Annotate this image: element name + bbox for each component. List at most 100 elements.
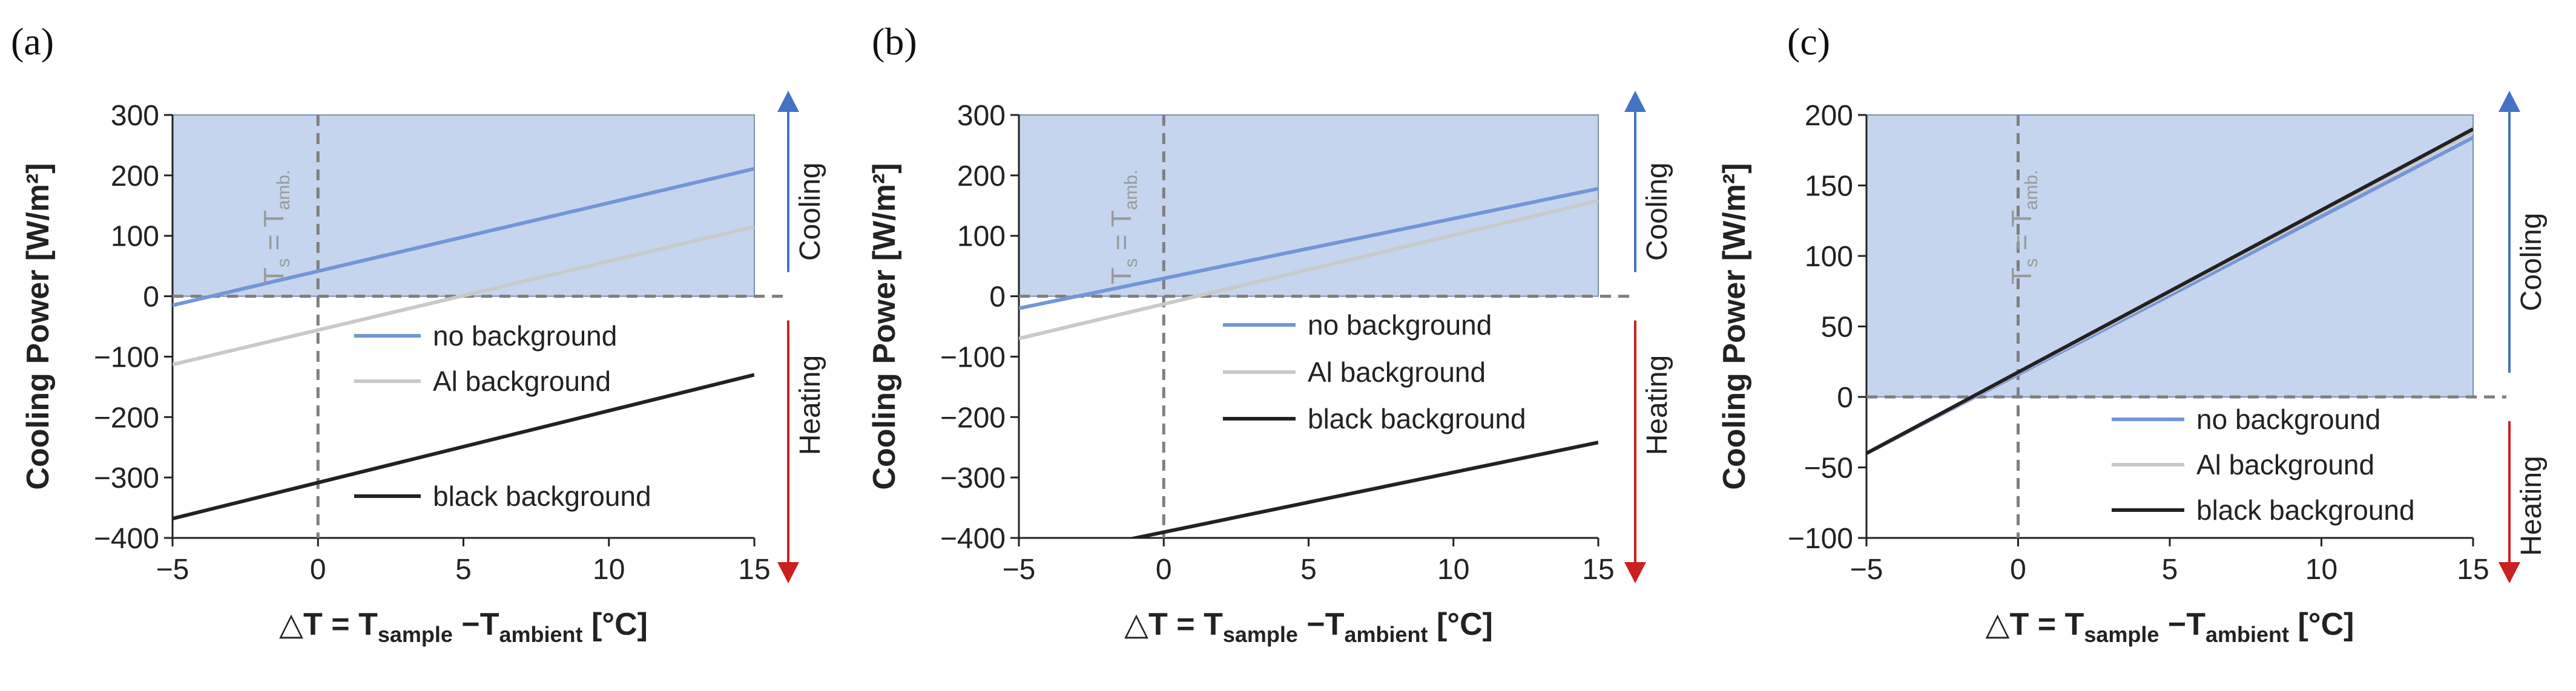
- y-tick-label: −100: [940, 341, 1006, 373]
- heating-arrow-head: [2499, 562, 2520, 583]
- ts-label-sub-s: s: [274, 258, 294, 267]
- y-tick-label: 0: [989, 281, 1006, 313]
- series-line-al-background: [173, 224, 754, 367]
- x-axis-title-sub-sample: sample: [2084, 622, 2159, 647]
- ts-label-t: T: [2006, 267, 2037, 284]
- cooling-arrow-head: [777, 91, 799, 112]
- y-tick-label: 100: [111, 221, 159, 253]
- legend-label: Al background: [1308, 356, 1486, 388]
- panel-letter: (b): [872, 20, 917, 63]
- x-tick-label: 5: [1300, 554, 1317, 586]
- x-axis-title-sub-ambient: ambient: [1344, 622, 1428, 647]
- y-tick-label: −200: [94, 402, 159, 434]
- legend-label: no background: [2196, 404, 2380, 435]
- x-tick-label: 10: [2305, 554, 2337, 586]
- y-tick-label: −100: [1788, 523, 1853, 555]
- x-axis-title: △T = Tsample −Tambient [°C]: [279, 607, 648, 647]
- series-line-no-background: [173, 166, 754, 307]
- cooling-region: [1866, 114, 2474, 398]
- y-tick-label: 0: [1837, 382, 1853, 414]
- ts-equals-tamb-label: Ts = Tamb.: [1105, 169, 1141, 284]
- y-tick-label: 300: [957, 100, 1006, 132]
- x-tick-label: −5: [156, 554, 189, 586]
- x-tick-label: 5: [2162, 554, 2178, 586]
- y-axis-title: Cooling Power [W/m²]: [867, 163, 902, 490]
- heating-arrow-head: [1624, 562, 1646, 583]
- x-axis-title-part: △T = T: [279, 607, 378, 642]
- y-tick-label: 150: [1805, 171, 1853, 203]
- y-tick-label: 50: [1821, 312, 1853, 344]
- x-axis-title-sub-ambient: ambient: [2205, 622, 2289, 647]
- x-tick-label: −5: [1850, 554, 1883, 586]
- x-tick-label: 10: [1437, 554, 1469, 586]
- legend-label: black background: [433, 480, 651, 512]
- ts-label-sub-s: s: [2021, 258, 2041, 267]
- heating-label: Heating: [794, 355, 826, 455]
- x-axis-title-part: −T: [453, 607, 499, 642]
- legend-label: no background: [433, 320, 617, 352]
- x-tick-label: 15: [738, 554, 770, 586]
- y-tick-label: 200: [957, 160, 1006, 192]
- y-axis-title: Cooling Power [W/m²]: [1717, 163, 1752, 490]
- legend-label: Al background: [433, 365, 611, 397]
- y-tick-label: −100: [94, 341, 159, 373]
- heating-arrow-head: [777, 562, 799, 583]
- series-group: [173, 166, 754, 520]
- series-line-black-background: [173, 373, 754, 520]
- cooling-arrow-head: [1624, 91, 1646, 112]
- heating-label: Heating: [2515, 456, 2548, 555]
- x-tick-label: 10: [593, 554, 625, 586]
- y-tick-label: 200: [111, 160, 159, 192]
- ts-equals-tamb-label: Ts = Tamb.: [258, 169, 294, 284]
- x-axis-title-part: △T = T: [1986, 607, 2084, 642]
- y-tick-label: −50: [1804, 453, 1853, 485]
- ts-label-sub-amb: amb.: [274, 169, 294, 210]
- x-tick-label: 0: [2010, 554, 2026, 586]
- heating-label: Heating: [1641, 355, 1673, 455]
- y-tick-label: −300: [94, 462, 159, 494]
- x-tick-label: 5: [455, 554, 472, 586]
- x-axis-title: △T = Tsample −Tambient [°C]: [1986, 607, 2354, 647]
- legend-label: no background: [1308, 309, 1492, 341]
- x-axis-title-sub-ambient: ambient: [499, 622, 582, 647]
- panel-letter: (a): [11, 20, 54, 63]
- series-line-al-background: [1019, 198, 1598, 341]
- legend-label: black background: [2196, 494, 2415, 526]
- y-tick-label: −400: [940, 523, 1006, 555]
- legend-label: Al background: [2196, 449, 2374, 480]
- x-axis-title-part: △T = T: [1124, 607, 1223, 642]
- ts-label-t: T: [1105, 267, 1137, 284]
- cooling-region: [1018, 114, 1599, 297]
- y-tick-label: 200: [1805, 100, 1853, 132]
- cooling-label: Cooling: [1641, 162, 1673, 261]
- y-tick-label: 0: [143, 281, 159, 313]
- ts-label-sub-s: s: [1121, 258, 1141, 267]
- ts-equals-tamb-label: Ts = Tamb.: [2006, 169, 2041, 284]
- ts-label-equals: = T: [1105, 210, 1137, 258]
- series-group: [1866, 127, 2473, 455]
- x-tick-label: 0: [1156, 554, 1172, 586]
- x-axis-title-sub-sample: sample: [1223, 622, 1298, 647]
- cooling-label: Cooling: [794, 162, 826, 261]
- ts-label-sub-amb: amb.: [2021, 169, 2041, 210]
- x-axis-title: △T = Tsample −Tambient [°C]: [1124, 607, 1493, 647]
- y-tick-label: 300: [111, 100, 159, 132]
- y-tick-label: −200: [940, 402, 1006, 434]
- ts-label-t: T: [258, 267, 289, 284]
- x-axis-title-part: [°C]: [583, 607, 648, 642]
- cooling-region: [172, 114, 755, 297]
- chart-panel-b: −400 −300 −200 −100 0 100 200 300 −5 0 5 10 15 Ts = T…: [867, 20, 1673, 647]
- x-tick-label: 15: [1582, 554, 1614, 586]
- ts-label-equals: = T: [258, 210, 289, 258]
- x-axis-title-part: [°C]: [2289, 607, 2354, 642]
- y-tick-label: −300: [940, 462, 1006, 494]
- ts-label-sub-amb: amb.: [1121, 169, 1141, 210]
- x-axis-title-part: [°C]: [1428, 607, 1493, 642]
- cooling-arrow-head: [2499, 91, 2520, 112]
- series-line-no-background: [1019, 186, 1598, 310]
- series-line-black-background: [1127, 440, 1598, 538]
- x-axis-title-part: −T: [2159, 607, 2205, 642]
- series-group: [1019, 186, 1598, 538]
- x-tick-label: −5: [1003, 554, 1036, 586]
